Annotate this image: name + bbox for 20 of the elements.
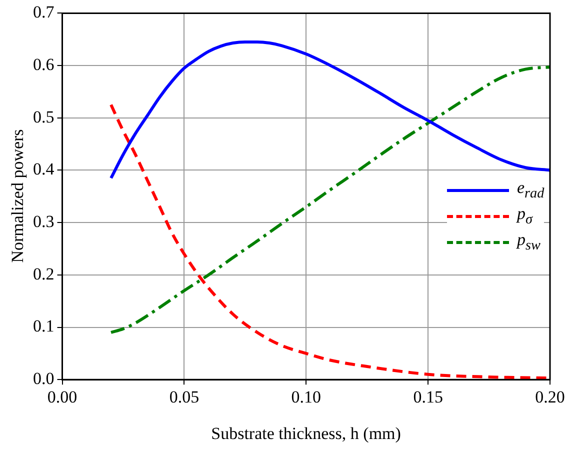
line-series (110, 40, 550, 180)
y-tick-label: 0.7 (33, 2, 55, 22)
legend-label: e$_{rad}$ (517, 178, 544, 203)
y-axis-title: Normalized powers (8, 130, 28, 264)
y-tick-label: 0.1 (33, 316, 54, 336)
y-tick-label: 0.0 (33, 369, 54, 388)
y-tick-label: 0.4 (33, 160, 55, 179)
x-tick-label: 0.05 (169, 387, 200, 406)
x-tick-label: 0.20 (535, 387, 565, 406)
line-series (110, 66, 550, 334)
y-tick-label: 0.6 (33, 55, 54, 74)
x-axis-title: Substrate thickness, h (mm) (211, 424, 401, 444)
legend-label: p$_{sw}$ (517, 230, 540, 255)
x-tick-label: 0.10 (291, 387, 321, 406)
x-tick-label: 0.00 (47, 387, 78, 406)
y-tick-label: 0.3 (33, 212, 54, 232)
x-tick-label: 0.15 (413, 387, 443, 406)
y-tick-label: 0.2 (33, 264, 54, 284)
y-tick-label: 0.5 (33, 107, 54, 126)
legend-label: p$_{σ}$ (517, 204, 532, 229)
